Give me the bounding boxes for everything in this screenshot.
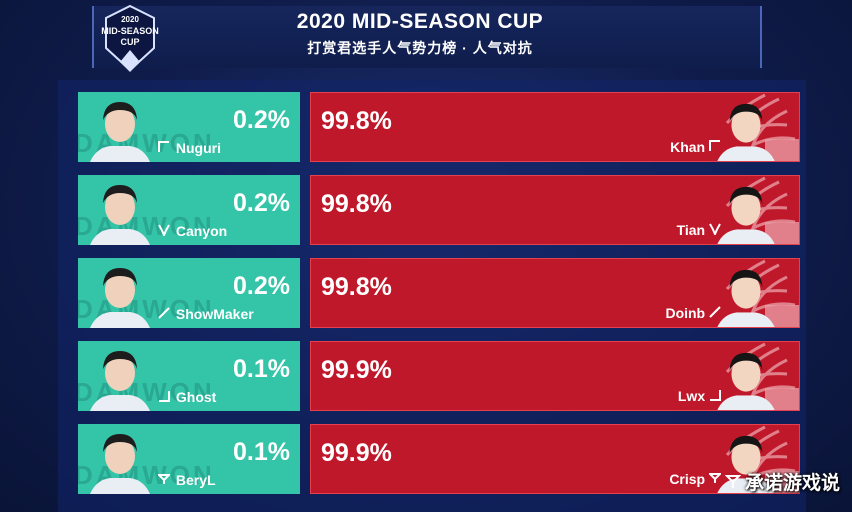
left-percentage: 0.2% bbox=[233, 272, 290, 300]
right-player-name: Tian bbox=[677, 222, 721, 238]
player-avatar bbox=[88, 260, 152, 328]
left-player-card: DAMWON 0.1% Ghost bbox=[78, 341, 300, 411]
right-player-label: Crisp bbox=[669, 471, 706, 487]
right-player-label: Khan bbox=[670, 139, 706, 155]
left-player-card: DAMWON 0.2% Nuguri bbox=[78, 92, 300, 162]
logo-year: 2020 bbox=[121, 15, 139, 24]
player-avatar bbox=[715, 178, 777, 244]
left-percentage: 0.1% bbox=[233, 355, 290, 383]
left-player-name: ShowMaker bbox=[158, 306, 254, 322]
left-player-label: Canyon bbox=[175, 223, 228, 239]
logo-line2: CUP bbox=[120, 37, 139, 47]
left-player-label: BeryL bbox=[175, 472, 216, 488]
credit-watermark: 承诺游戏说 bbox=[724, 468, 840, 495]
right-player-label: Lwx bbox=[677, 388, 706, 404]
right-player-name: Doinb bbox=[665, 305, 721, 321]
right-player-label: Doinb bbox=[665, 305, 706, 321]
right-percentage: 99.8% bbox=[321, 273, 392, 301]
right-player-name: Khan bbox=[670, 139, 721, 155]
matchup-row: DAMWON 0.1% Ghost 99.9% Lwx bbox=[78, 341, 800, 411]
player-avatar bbox=[715, 344, 777, 410]
top-icon bbox=[158, 140, 172, 156]
page-subtitle: 打赏君选手人气势力榜 · 人气对抗 bbox=[307, 40, 533, 56]
player-avatar bbox=[88, 177, 152, 245]
player-avatar bbox=[88, 94, 152, 162]
mid-icon bbox=[158, 306, 172, 322]
left-player-name: Ghost bbox=[158, 389, 216, 405]
top-icon bbox=[709, 139, 721, 155]
jungle-icon bbox=[709, 222, 721, 238]
player-avatar bbox=[715, 261, 777, 327]
team-logo-icon bbox=[669, 93, 799, 161]
logo-line1: MID-SEASON bbox=[101, 26, 159, 36]
left-player-label: Nuguri bbox=[175, 140, 221, 156]
left-player-label: ShowMaker bbox=[175, 306, 254, 322]
right-player-card: 99.9% Lwx bbox=[310, 341, 800, 411]
matchup-row: DAMWON 0.2% Nuguri 99.8% Khan bbox=[78, 92, 800, 162]
left-player-card: DAMWON 0.1% BeryL bbox=[78, 424, 300, 494]
matchup-row: DAMWON 0.2% ShowMaker 99.8% Doinb bbox=[78, 258, 800, 328]
jungle-icon bbox=[158, 223, 172, 239]
left-player-card: DAMWON 0.2% ShowMaker bbox=[78, 258, 300, 328]
right-percentage: 99.8% bbox=[321, 107, 392, 135]
bot-icon bbox=[158, 389, 172, 405]
right-percentage: 99.9% bbox=[321, 439, 392, 467]
page-title: 2020 MID-SEASON CUP bbox=[296, 10, 544, 33]
matchup-row: DAMWON 0.1% BeryL 99.9% Crisp bbox=[78, 424, 800, 494]
right-percentage: 99.9% bbox=[321, 356, 392, 384]
left-player-name: BeryL bbox=[156, 472, 216, 488]
header-bar bbox=[92, 6, 762, 68]
msc-logo: 2020 MID-SEASON CUP bbox=[101, 4, 159, 72]
left-player-card: DAMWON 0.2% Canyon bbox=[78, 175, 300, 245]
bot-icon bbox=[709, 388, 721, 404]
left-percentage: 0.2% bbox=[233, 106, 290, 134]
credit-logo-icon bbox=[724, 473, 742, 495]
right-player-card: 99.9% Crisp bbox=[310, 424, 800, 494]
credit-text: 承诺游戏说 bbox=[744, 473, 840, 494]
player-avatar bbox=[715, 95, 777, 161]
left-percentage: 0.1% bbox=[233, 438, 290, 466]
right-player-name: Lwx bbox=[678, 388, 721, 404]
player-avatar bbox=[88, 343, 152, 411]
matchup-row: DAMWON 0.2% Canyon 99.8% Tian bbox=[78, 175, 800, 245]
support-icon bbox=[156, 472, 172, 488]
right-player-card: 99.8% Tian bbox=[310, 175, 800, 245]
left-percentage: 0.2% bbox=[233, 189, 290, 217]
right-player-card: 99.8% Khan bbox=[310, 92, 800, 162]
left-player-label: Ghost bbox=[175, 389, 217, 405]
right-player-label: Tian bbox=[676, 222, 706, 238]
mid-icon bbox=[709, 305, 721, 321]
player-avatar bbox=[88, 426, 152, 494]
left-player-name: Canyon bbox=[158, 223, 227, 239]
right-player-card: 99.8% Doinb bbox=[310, 258, 800, 328]
right-player-name: Crisp bbox=[669, 471, 723, 487]
left-player-name: Nuguri bbox=[158, 140, 221, 156]
support-icon bbox=[707, 471, 723, 487]
right-percentage: 99.8% bbox=[321, 190, 392, 218]
